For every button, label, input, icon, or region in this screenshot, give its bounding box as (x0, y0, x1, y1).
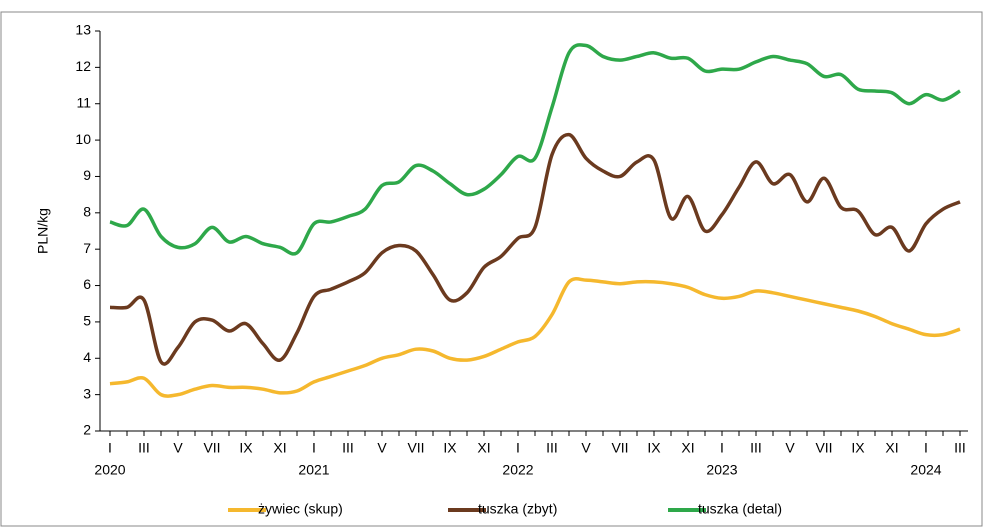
legend-label: żywiec (skup) (258, 501, 343, 517)
x-group-label: 2024 (910, 462, 941, 478)
y-tick-label: 11 (76, 94, 91, 110)
y-tick-label: 9 (83, 167, 91, 183)
x-tick-label: VII (407, 440, 424, 456)
y-tick-label: 6 (83, 276, 91, 292)
x-tick-label: IX (443, 440, 457, 456)
x-group-label: 2022 (502, 462, 533, 478)
y-tick-label: 7 (83, 240, 91, 256)
legend-label: tuszka (detal) (698, 501, 782, 517)
x-tick-label: VII (611, 440, 628, 456)
x-group-label: 2020 (94, 462, 125, 478)
y-tick-label: 13 (75, 22, 91, 38)
x-tick-label: I (312, 440, 316, 456)
x-tick-label: I (516, 440, 520, 456)
x-tick-label: XI (273, 440, 286, 456)
x-tick-label: XI (477, 440, 490, 456)
x-tick-label: III (954, 440, 966, 456)
x-tick-label: III (342, 440, 354, 456)
x-tick-label: VII (815, 440, 832, 456)
x-tick-label: VII (203, 440, 220, 456)
frame (0, 11, 983, 527)
x-tick-label: IX (239, 440, 253, 456)
legend-label: tuszka (zbyt) (478, 501, 557, 517)
x-group-label: 2021 (298, 462, 329, 478)
y-tick-label: 12 (75, 58, 91, 74)
y-tick-label: 8 (83, 204, 91, 220)
x-tick-label: V (377, 440, 387, 456)
x-tick-label: V (785, 440, 795, 456)
x-group-label: 2023 (706, 462, 737, 478)
x-tick-label: IX (851, 440, 865, 456)
x-tick-label: III (750, 440, 762, 456)
x-tick-label: III (138, 440, 150, 456)
x-tick-label: V (581, 440, 591, 456)
series-line (109, 43, 961, 256)
x-tick-label: I (924, 440, 928, 456)
x-tick-label: I (108, 440, 112, 456)
y-tick-label: 4 (83, 349, 91, 365)
y-tick-label: 5 (83, 313, 91, 329)
x-tick-label: I (720, 440, 724, 456)
y-axis-label: PLN/kg (35, 208, 51, 254)
x-tick-label: IX (647, 440, 661, 456)
series-line (109, 277, 961, 398)
x-tick-label: XI (681, 440, 694, 456)
x-tick-label: III (546, 440, 558, 456)
series-line (109, 132, 961, 366)
y-tick-label: 10 (75, 131, 91, 147)
x-tick-label: XI (885, 440, 898, 456)
y-tick-label: 2 (83, 422, 91, 438)
x-tick-label: V (173, 440, 183, 456)
y-tick-label: 3 (83, 385, 91, 401)
